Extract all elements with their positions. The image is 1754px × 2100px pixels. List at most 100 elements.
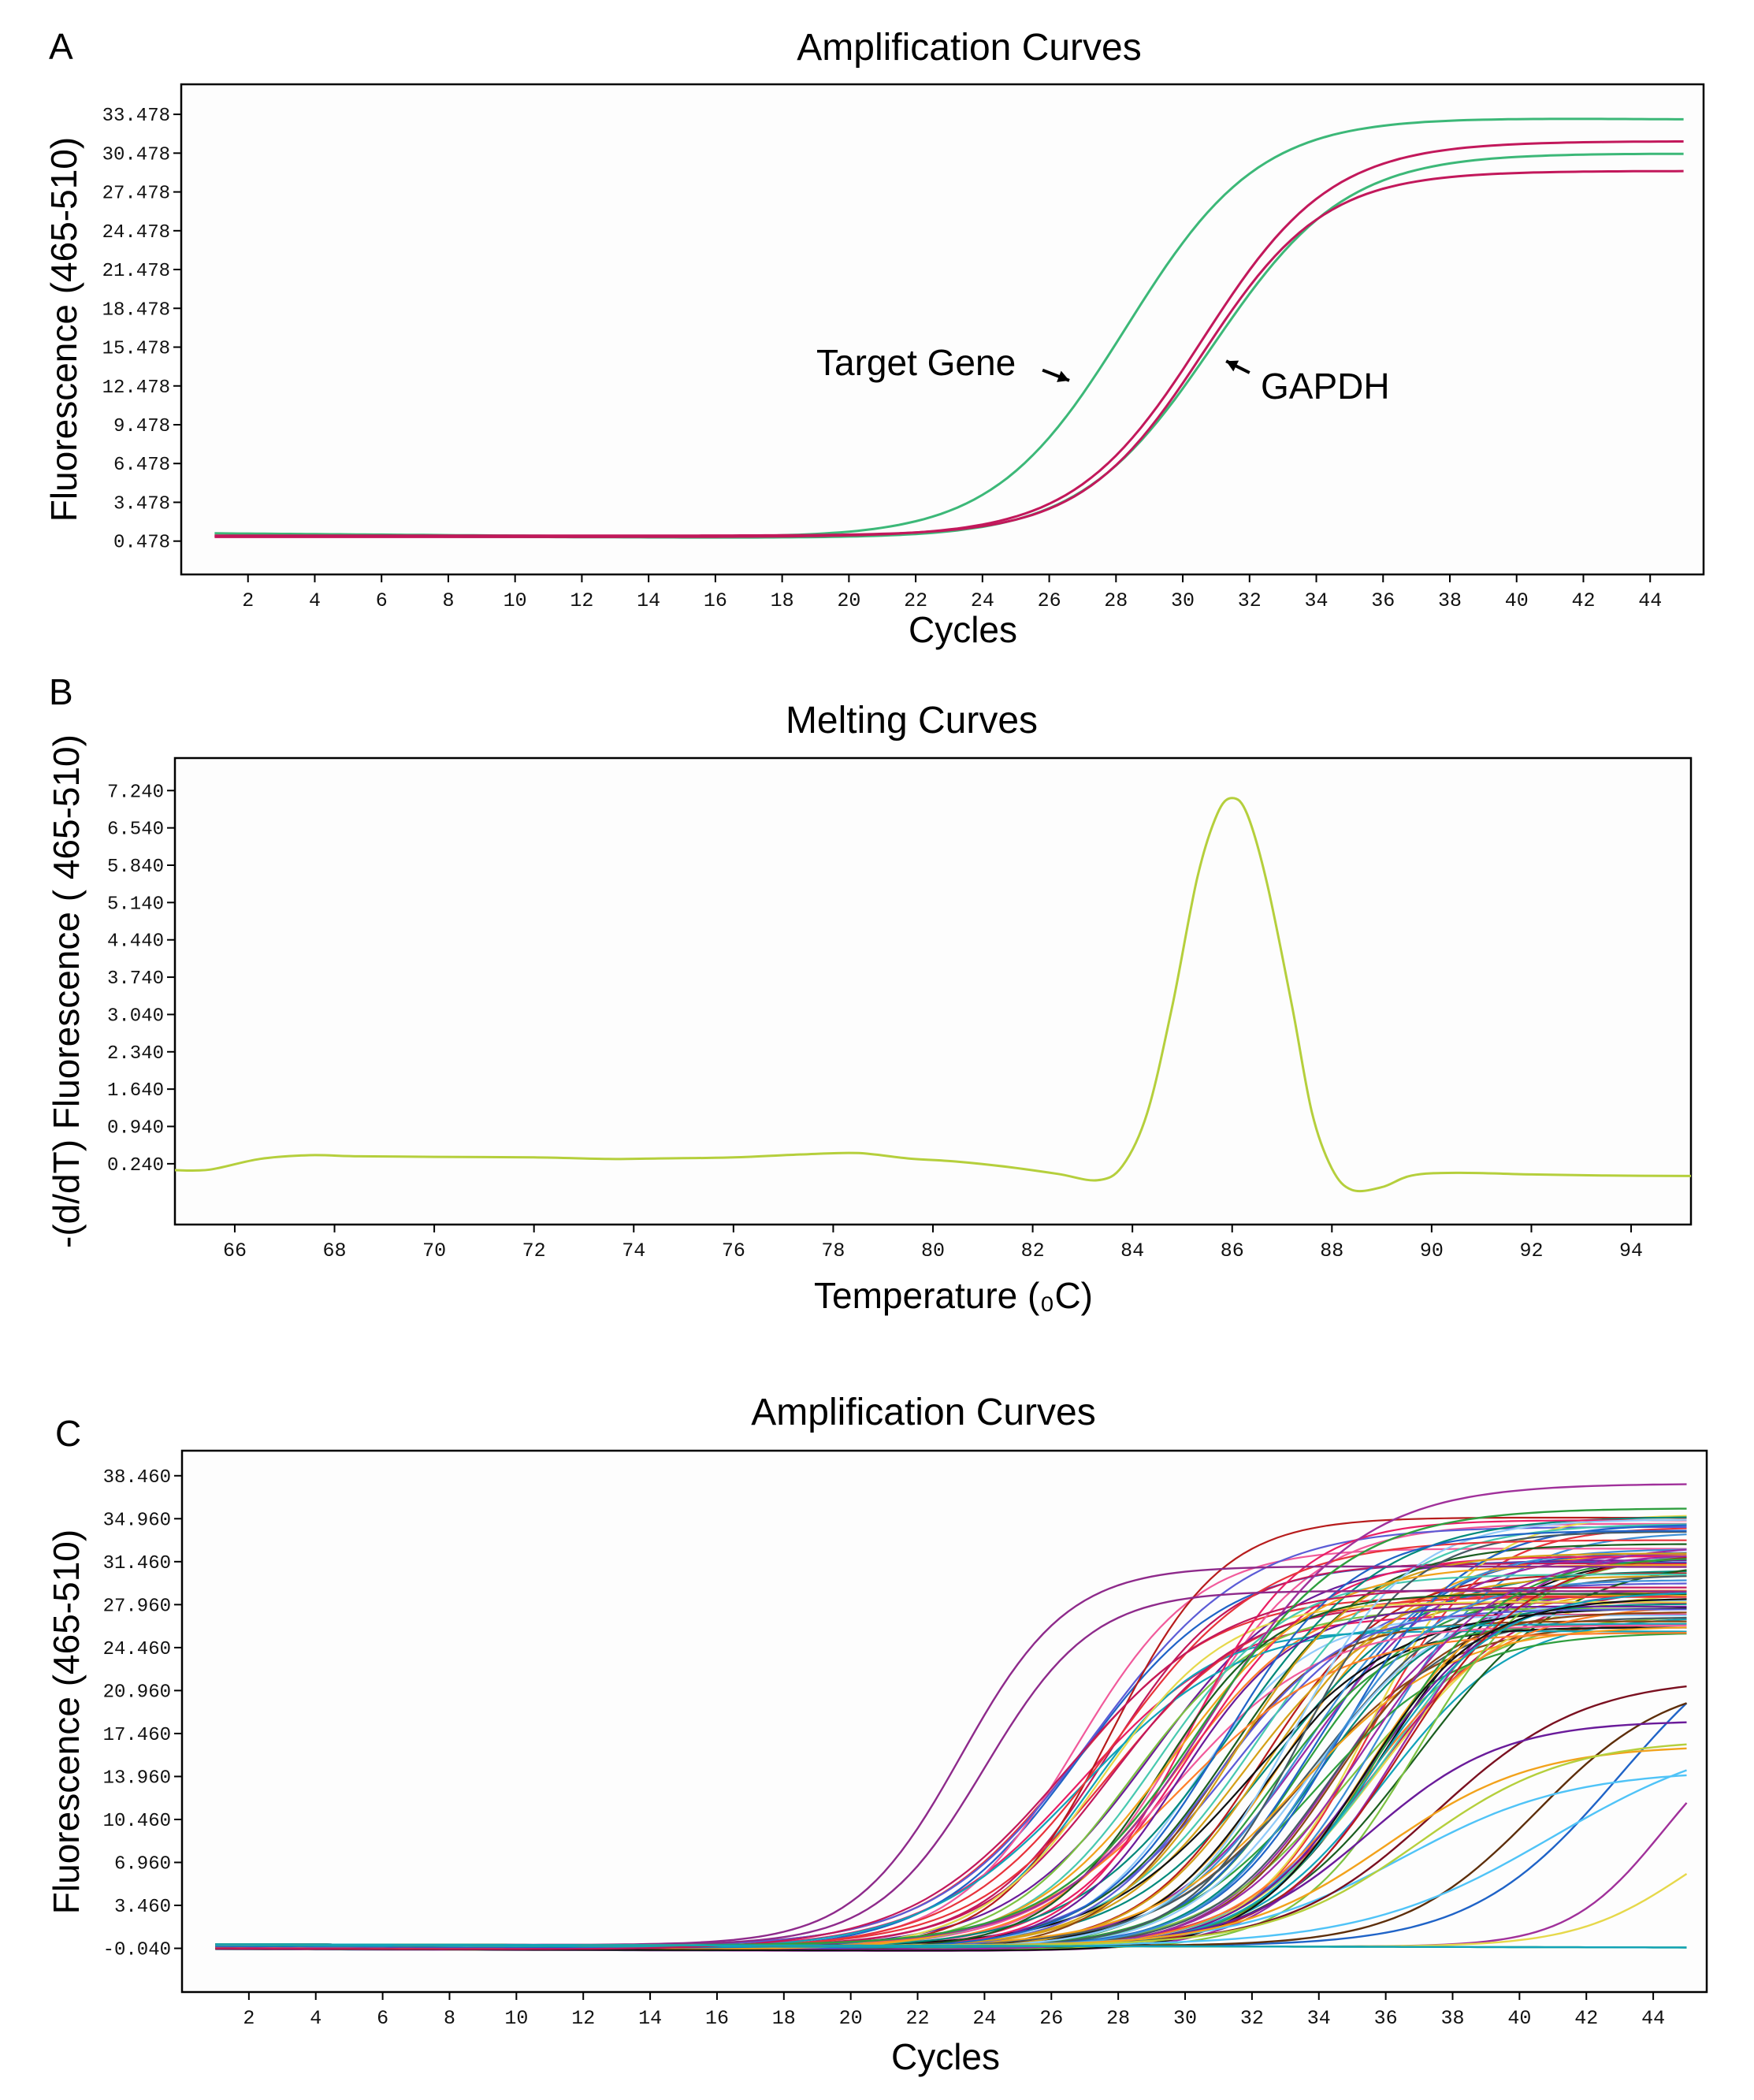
panel-a-letter: A <box>49 26 73 67</box>
annotation-gapdh: GAPDH <box>1261 366 1390 407</box>
panel-c-cluster-curve <box>215 1592 1687 1948</box>
panel-c-cluster-curve <box>215 1586 1687 1950</box>
panel-a-y-tick-label: 30.478 <box>102 144 170 165</box>
panel-c-y-tick-label: 13.960 <box>103 1767 171 1789</box>
panel-b-x-tick-label: 66 <box>223 1240 247 1262</box>
panel-c-y-tick-label: 34.960 <box>103 1510 171 1531</box>
panel-c-y-tick-label: 38.460 <box>103 1467 171 1489</box>
panel-b: B Melting Curves 66 68 70 72 74 76 78 80 82 84 86 8… <box>46 671 1693 1316</box>
panel-c-x-tick-label: 10 <box>504 2007 528 2030</box>
panel-a-x-tick-label: 2 <box>242 589 254 612</box>
panel-a-x-tick-label: 34 <box>1305 589 1329 612</box>
panel-b-x-tick-label: 90 <box>1420 1240 1444 1262</box>
panel-a-x-tick-label: 32 <box>1238 589 1262 612</box>
panel-a-y-tick-label: 33.478 <box>102 106 170 127</box>
panel-b-y-tick-label: 5.140 <box>107 894 164 915</box>
panel-a-y-tick-label: 9.478 <box>113 416 170 437</box>
panel-c-x-tick-label: 28 <box>1106 2007 1130 2030</box>
panel-a-x-tick-label: 8 <box>442 589 454 612</box>
panel-b-x-tick-label: 82 <box>1021 1240 1045 1262</box>
panel-a: A Amplification Curves 2 4 6 8 10 12 14 16 18 20 2… <box>43 26 1705 650</box>
panel-a-x-tick-label: 38 <box>1438 589 1462 612</box>
panel-c-x-tick-label: 32 <box>1240 2007 1264 2030</box>
panel-a-x-tick-label: 18 <box>771 589 794 612</box>
panel-b-x-tick-label: 80 <box>921 1240 945 1262</box>
panel-c-x-tick-label: 12 <box>571 2007 595 2030</box>
panel-a-y-tick-label: 24.478 <box>102 222 170 243</box>
panel-c-x-tick-label: 40 <box>1507 2007 1531 2030</box>
panel-a-annotations: Target Gene GAPDH <box>816 342 1390 407</box>
panel-b-x-tick-label: 76 <box>722 1240 745 1262</box>
panel-a-x-tick-label: 6 <box>376 589 388 612</box>
panel-b-y-axis-label: -(d/dT) Fluorescence ( 465-510) <box>46 734 87 1248</box>
panel-b-x-tick-label: 70 <box>422 1240 446 1262</box>
panel-a-x-tick-label: 22 <box>904 589 927 612</box>
panel-c-x-tick-label: 36 <box>1374 2007 1398 2030</box>
panel-a-y-axis-label: Fluorescence (465-510) <box>43 137 84 522</box>
panel-b-y-tick-label: 0.940 <box>107 1118 164 1139</box>
panel-c-x-tick-label: 34 <box>1307 2007 1331 2030</box>
panel-a-x-tick-label: 20 <box>837 589 860 612</box>
panel-b-series <box>174 797 1692 1193</box>
panel-c-axis-ticks: 2 4 6 8 10 12 14 16 18 20 22 24 26 28 30 32 34 36 38 40 42 44… <box>103 1467 1666 2030</box>
panel-b-y-tick-label: 7.240 <box>107 782 164 803</box>
panel-c-y-tick-label: 10.460 <box>103 1811 171 1832</box>
panel-c-x-tick-label: 42 <box>1574 2007 1598 2030</box>
panel-b-x-tick-label: 68 <box>323 1240 347 1262</box>
panel-c-x-tick-label: 14 <box>638 2007 662 2030</box>
panel-c-x-tick-label: 20 <box>839 2007 863 2030</box>
panel-c-series-line <box>215 1943 1687 1949</box>
panel-a-series <box>214 117 1684 539</box>
panel-a-x-tick-label: 24 <box>971 589 994 612</box>
panel-c-y-tick-label: -0.040 <box>103 1940 171 1961</box>
panel-b-x-tick-label: 84 <box>1120 1240 1144 1262</box>
panel-b-title: Melting Curves <box>786 700 1038 742</box>
panel-b-axis-ticks: 66 68 70 72 74 76 78 80 82 84 86 88 90 92 94 0.240 0.940… <box>107 782 1643 1262</box>
panel-b-y-tick-label: 3.040 <box>107 1005 164 1027</box>
panel-a-y-tick-label: 18.478 <box>102 299 170 321</box>
panel-a-y-tick-label: 6.478 <box>113 455 170 476</box>
panel-a-x-tick-label: 40 <box>1505 589 1529 612</box>
annotation-target-gene: Target Gene <box>816 342 1016 383</box>
panel-c-x-tick-label: 30 <box>1173 2007 1197 2030</box>
panel-c-x-tick-label: 44 <box>1641 2007 1665 2030</box>
panel-c-y-tick-label: 31.460 <box>103 1553 171 1574</box>
panel-a-x-tick-label: 16 <box>704 589 727 612</box>
panel-c-x-tick-label: 22 <box>906 2007 930 2030</box>
panel-b-x-tick-label: 72 <box>522 1240 546 1262</box>
panel-c-x-tick-label: 38 <box>1440 2007 1464 2030</box>
panel-a-x-tick-label: 44 <box>1638 589 1662 612</box>
panel-a-x-tick-label: 36 <box>1371 589 1395 612</box>
panel-a-x-tick-label: 26 <box>1038 589 1061 612</box>
panel-a-y-tick-label: 21.478 <box>102 261 170 282</box>
panel-b-x-tick-label: 88 <box>1320 1240 1343 1262</box>
panel-c-x-tick-label: 24 <box>972 2007 996 2030</box>
panel-b-x-axis-label: Temperature (₀C) <box>814 1275 1093 1316</box>
panel-a-y-tick-label: 12.478 <box>102 377 170 399</box>
panel-c-x-tick-label: 18 <box>772 2007 796 2030</box>
panel-b-y-tick-label: 0.240 <box>107 1155 164 1176</box>
panel-c-x-tick-label: 6 <box>377 2007 388 2030</box>
panel-c-x-tick-label: 26 <box>1039 2007 1063 2030</box>
panel-a-x-tick-label: 12 <box>570 589 593 612</box>
panel-c-x-tick-label: 4 <box>310 2007 321 2030</box>
panel-c-y-tick-label: 27.960 <box>103 1596 171 1617</box>
panel-b-y-tick-label: 4.440 <box>107 931 164 953</box>
panel-b-plot-area <box>173 756 1693 1226</box>
panel-a-plot-area <box>180 83 1705 576</box>
panel-a-x-tick-label: 14 <box>637 589 660 612</box>
panel-b-x-tick-label: 92 <box>1519 1240 1543 1262</box>
panel-b-x-tick-label: 94 <box>1619 1240 1643 1262</box>
panel-a-y-tick-label: 27.478 <box>102 184 170 205</box>
panel-c-y-tick-label: 20.960 <box>103 1682 171 1703</box>
panel-a-x-tick-label: 30 <box>1171 589 1195 612</box>
panel-a-y-tick-label: 3.478 <box>113 493 170 515</box>
panel-a-x-tick-label: 4 <box>309 589 321 612</box>
annotation-arrowhead <box>1057 370 1069 382</box>
panel-c: C Amplification Curves 2 4 6 8 10 12 14 16 18 20 2… <box>46 1392 1708 2077</box>
panel-c-series <box>215 1483 1688 1952</box>
panel-c-y-tick-label: 17.460 <box>103 1725 171 1746</box>
panel-b-x-tick-label: 74 <box>622 1240 645 1262</box>
annotation-arrowhead <box>1226 360 1239 372</box>
